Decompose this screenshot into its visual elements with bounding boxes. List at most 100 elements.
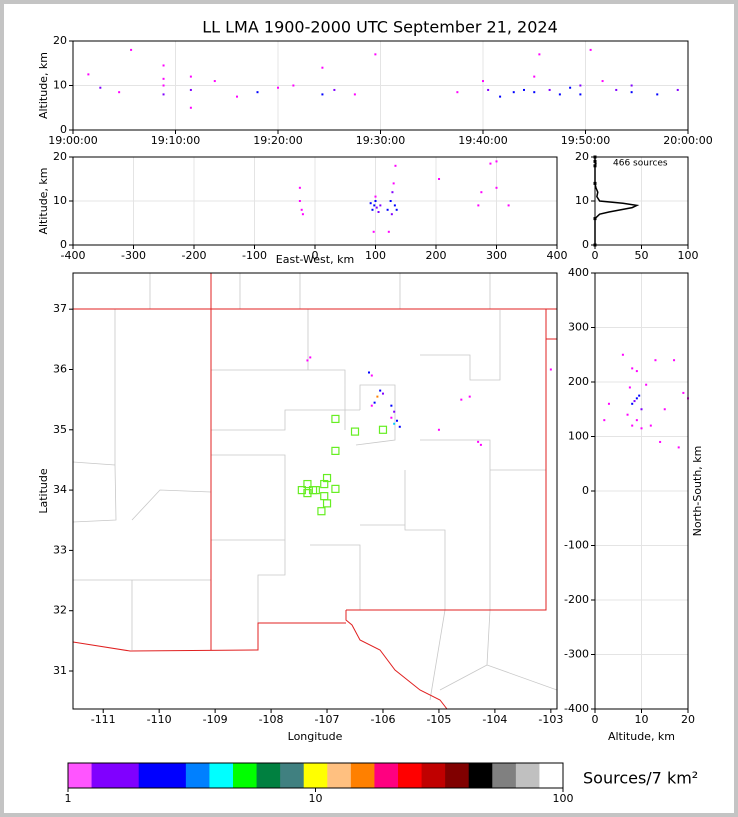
y-tick-label: -400	[564, 702, 589, 715]
x-tick-label: -104	[482, 713, 507, 726]
source-point	[628, 386, 631, 389]
source-point	[437, 428, 440, 431]
colorbar-swatch	[209, 763, 234, 788]
source-point	[379, 204, 382, 207]
y-tick-label: 300	[568, 321, 589, 334]
source-point	[130, 48, 133, 51]
colorbar-swatch	[468, 763, 493, 788]
source-point	[389, 200, 392, 202]
station-marker	[322, 499, 332, 508]
source-point	[381, 392, 384, 395]
x-tick-label: 200	[426, 249, 447, 262]
source-point	[162, 84, 165, 87]
source-point	[640, 427, 643, 430]
colorbar-swatch	[162, 763, 187, 788]
source-point	[495, 160, 498, 163]
source-point	[367, 371, 370, 374]
source-point	[558, 93, 561, 96]
source-point	[369, 202, 372, 205]
source-point	[393, 410, 396, 413]
source-point	[298, 200, 301, 202]
source-point	[631, 402, 634, 405]
source-point	[372, 230, 375, 233]
x-tick-label: 50	[635, 249, 649, 262]
colorbar-swatch	[445, 763, 470, 788]
y-tick-label: 35	[53, 423, 67, 436]
y-tick-label: 400	[568, 266, 589, 279]
source-point	[477, 204, 480, 207]
x-tick-label: 100	[678, 249, 699, 262]
source-point	[386, 208, 389, 211]
source-point	[395, 208, 398, 211]
y-tick-label: 0	[582, 484, 589, 497]
source-point	[189, 106, 192, 109]
x-tick-label: 0	[592, 249, 599, 262]
source-point	[379, 389, 382, 392]
x-tick-label: 19:20:00	[253, 134, 302, 147]
source-point	[659, 440, 662, 443]
source-point	[371, 208, 374, 211]
source-point	[615, 88, 618, 91]
source-point	[635, 397, 638, 400]
plot-frame	[594, 272, 689, 710]
source-point	[398, 425, 401, 428]
x-tick-label: -109	[203, 713, 228, 726]
x-tick-label: 300	[486, 249, 507, 262]
source-point	[663, 408, 666, 411]
source-point	[640, 408, 643, 411]
source-point	[376, 395, 379, 398]
y-tick-label: 10	[53, 194, 67, 207]
y-tick-label: -100	[564, 539, 589, 552]
source-point	[631, 424, 634, 427]
chart-title: LL LMA 1900-2000 UTC September 21, 2024	[202, 18, 558, 37]
source-point	[298, 186, 301, 189]
source-point	[370, 404, 373, 407]
x-tick-label: -110	[147, 713, 172, 726]
colorbar-swatch	[492, 763, 517, 788]
source-point	[549, 368, 552, 371]
station-marker	[378, 425, 388, 434]
y-tick-label: 20	[575, 150, 589, 163]
source-point	[333, 88, 336, 91]
map-outlines	[73, 273, 557, 709]
source-point	[548, 88, 551, 91]
source-point	[480, 191, 483, 194]
source-point	[589, 48, 592, 51]
source-point	[300, 208, 303, 211]
source-point	[162, 64, 165, 67]
station-marker	[331, 484, 340, 493]
x-tick-label: -106	[370, 713, 395, 726]
colorbar-swatch	[280, 763, 305, 788]
source-point	[118, 91, 121, 94]
source-point	[99, 86, 102, 89]
plot-frame	[72, 156, 558, 246]
station-marker	[308, 485, 318, 495]
station-marker	[331, 414, 340, 424]
colorbar-swatch	[421, 763, 446, 788]
source-point	[523, 88, 525, 91]
source-point	[256, 91, 259, 94]
y-tick-label: 200	[568, 375, 589, 388]
x-axis-label: Longitude	[288, 730, 343, 743]
y-axis-label: Altitude, km	[37, 52, 50, 119]
source-point	[538, 53, 541, 56]
plot-frame	[594, 156, 689, 246]
y-axis-label: Latitude	[37, 468, 50, 514]
source-point	[569, 86, 572, 89]
source-point	[479, 443, 482, 446]
y-tick-label: 0	[582, 238, 589, 251]
source-point	[635, 370, 638, 373]
station-marker	[320, 479, 329, 489]
source-point	[468, 395, 471, 398]
source-point	[638, 394, 641, 397]
source-point	[390, 416, 393, 419]
source-point	[579, 84, 582, 87]
colorbar-swatch	[233, 763, 258, 788]
x-tick-label: 19:50:00	[561, 134, 610, 147]
x-tick-label: -100	[242, 249, 267, 262]
source-point	[626, 413, 629, 416]
source-point	[489, 162, 492, 165]
x-tick-label: 0	[312, 249, 319, 262]
x-tick-label: -200	[182, 249, 207, 262]
source-point	[635, 419, 638, 422]
